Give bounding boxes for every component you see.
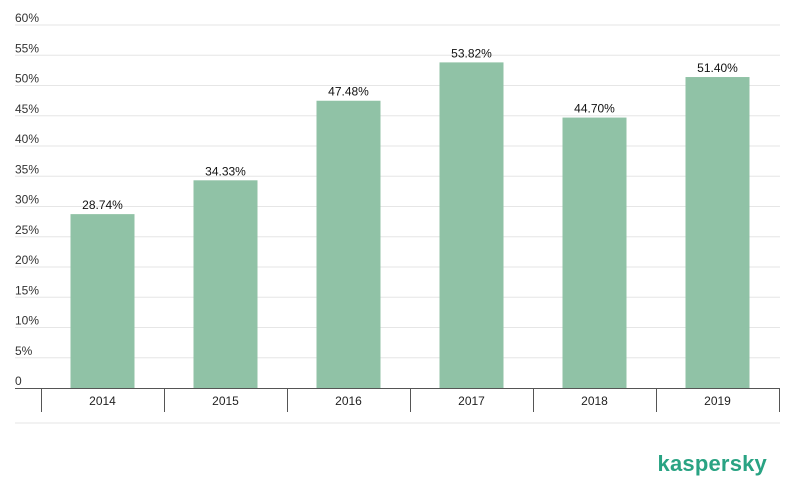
y-tick-label: 50% [15,72,39,86]
y-tick-label: 15% [15,283,39,297]
y-tick-label: 20% [15,253,39,267]
bars [70,62,750,388]
y-tick-label: 5% [15,344,33,358]
data-label-2018: 44.70% [574,102,615,116]
bar-2019 [685,77,750,388]
y-axis-ticks: 0 5% 10% 15% 20% 25% 30% 35% 40% 45% 50% 55% 60% [15,11,39,388]
y-tick-label: 10% [15,314,39,328]
kaspersky-logo: kaspersky [658,451,768,476]
x-tick-label-2014: 2014 [89,394,116,408]
bar-2017 [439,62,504,388]
x-tick-label-2018: 2018 [581,394,608,408]
y-tick-label: 25% [15,223,39,237]
data-label-2016: 47.48% [328,85,369,99]
data-label-2015: 34.33% [205,164,246,178]
x-tick-label-2015: 2015 [212,394,239,408]
data-label-2019: 51.40% [697,61,738,75]
y-tick-label: 60% [15,11,39,25]
data-labels: 28.74% 34.33% 47.48% 53.82% 44.70% 51.40% [82,46,738,212]
data-label-2014: 28.74% [82,198,123,212]
bar-2014 [70,214,135,388]
y-tick-label: 40% [15,132,39,146]
y-tick-label: 30% [15,193,39,207]
y-tick-label: 55% [15,41,39,55]
gridlines [15,24,780,359]
bar-2018 [562,117,627,388]
x-axis: 2014 2015 2016 2017 2018 2019 [15,388,780,412]
x-tick-label-2017: 2017 [458,394,485,408]
bar-2015 [193,180,258,388]
y-tick-label: 35% [15,162,39,176]
bar-2016 [316,100,381,388]
data-label-2017: 53.82% [451,46,492,60]
y-tick-label: 0 [15,374,22,388]
x-tick-label-2016: 2016 [335,394,362,408]
y-tick-label: 45% [15,102,39,116]
x-tick-label-2019: 2019 [704,394,731,408]
